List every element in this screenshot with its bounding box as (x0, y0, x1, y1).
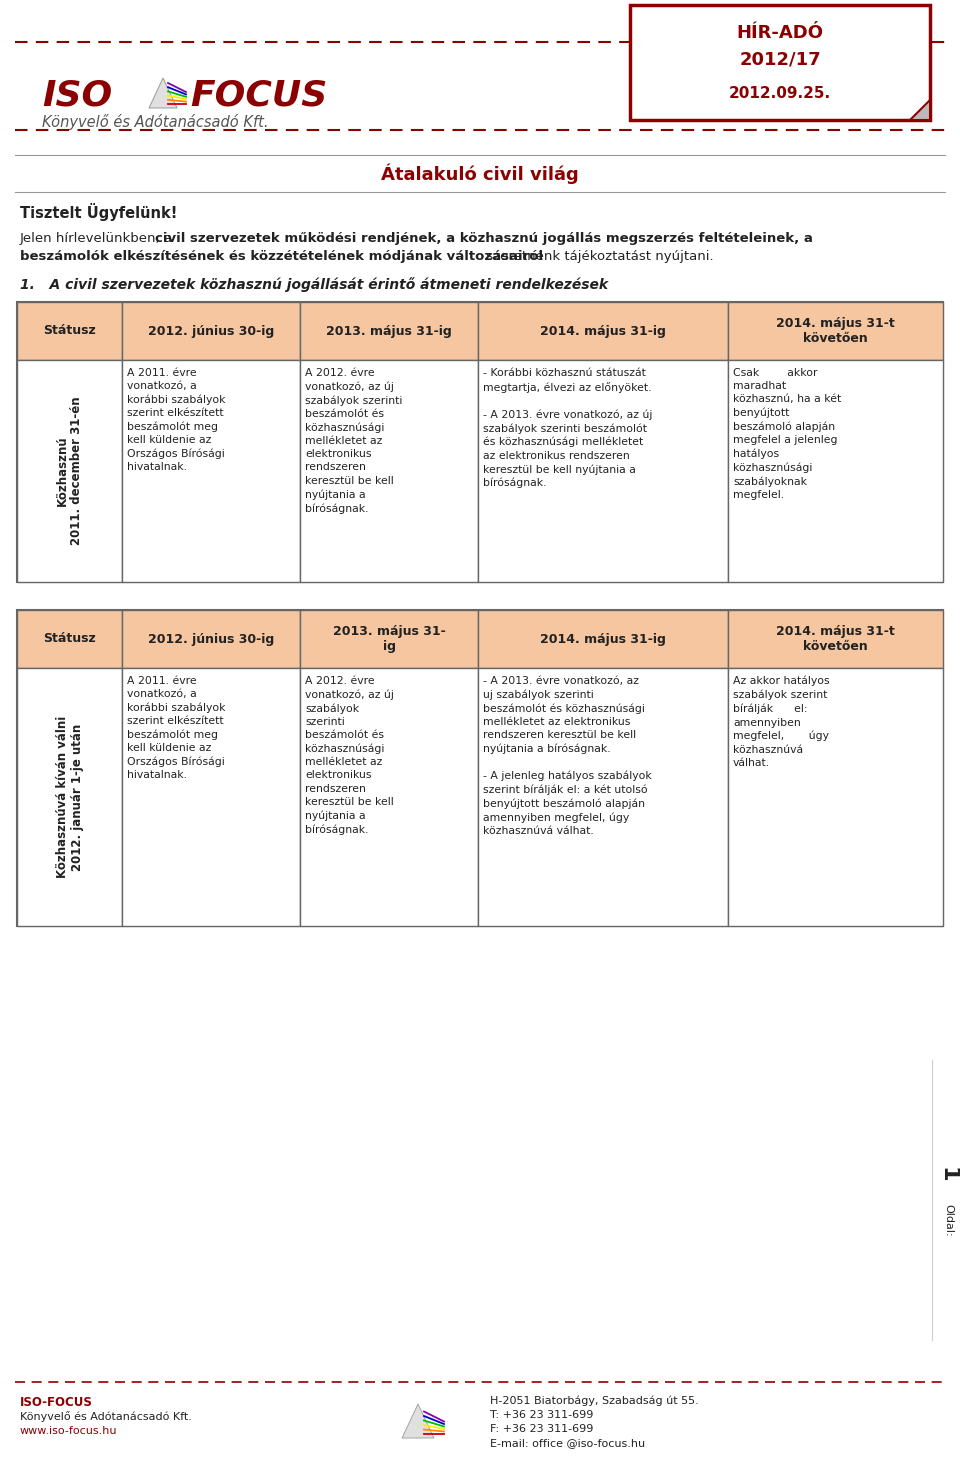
FancyBboxPatch shape (728, 610, 943, 669)
Text: 2012/17: 2012/17 (739, 51, 821, 69)
FancyBboxPatch shape (478, 302, 728, 361)
Text: 2014. május 31-ig: 2014. május 31-ig (540, 324, 666, 337)
Text: - A 2013. évre vonatkozó, az
uj szabályok szerinti
beszámolót és közhasznúsági
m: - A 2013. évre vonatkozó, az uj szabályo… (483, 676, 652, 837)
FancyBboxPatch shape (300, 302, 478, 361)
Text: 1.   A civil szervezetek közhasznú jogállását érintő átmeneti rendelkezések: 1. A civil szervezetek közhasznú jogállá… (20, 277, 608, 292)
Text: A 2012. évre
vonatkozó, az új
szabályok
szerinti
beszámolót és
közhasznúsági
mel: A 2012. évre vonatkozó, az új szabályok … (305, 676, 394, 835)
Text: ISO-FOCUS: ISO-FOCUS (20, 1396, 93, 1409)
FancyBboxPatch shape (122, 302, 300, 361)
Text: F: +36 23 311-699: F: +36 23 311-699 (490, 1424, 593, 1434)
Text: - Korábbi közhasznú státuszát
megtartja, élvezi az előnyöket.

- A 2013. évre vo: - Korábbi közhasznú státuszát megtartja,… (483, 368, 653, 489)
FancyBboxPatch shape (300, 669, 478, 926)
Text: civil szervezetek működési rendjének, a közhasznú jogállás megszerzés feltételei: civil szervezetek működési rendjének, a … (155, 232, 813, 245)
Text: szeretnénk tájékoztatást nyújtani.: szeretnénk tájékoztatást nyújtani. (482, 250, 713, 263)
Text: A 2011. évre
vonatkozó, a
korábbi szabályok
szerint elkészített
beszámolót meg
k: A 2011. évre vonatkozó, a korábbi szabál… (127, 676, 226, 781)
FancyBboxPatch shape (630, 4, 930, 120)
FancyBboxPatch shape (478, 361, 728, 583)
Text: beszámolók elkészítésének és közzétételének módjának változásairól: beszámolók elkészítésének és közzétételé… (20, 250, 543, 263)
Text: Jelen hírlevelünkben, a: Jelen hírlevelünkben, a (20, 232, 178, 245)
Text: Tisztelt Ügyfelünk!: Tisztelt Ügyfelünk! (20, 203, 178, 220)
FancyBboxPatch shape (17, 610, 943, 926)
Text: 2014. május 31-t
követően: 2014. május 31-t követően (776, 317, 895, 345)
Text: Az akkor hatályos
szabályok szerint
bírálják      el:
amennyiben
megfelel,      : Az akkor hatályos szabályok szerint bírá… (733, 676, 829, 768)
FancyBboxPatch shape (728, 669, 943, 926)
FancyBboxPatch shape (122, 610, 300, 669)
FancyBboxPatch shape (17, 610, 122, 669)
FancyBboxPatch shape (17, 302, 122, 361)
FancyBboxPatch shape (728, 302, 943, 361)
FancyBboxPatch shape (478, 669, 728, 926)
FancyBboxPatch shape (728, 361, 943, 583)
FancyBboxPatch shape (17, 302, 943, 583)
Text: 1: 1 (938, 1167, 958, 1183)
Text: 2012. június 30-ig: 2012. június 30-ig (148, 324, 275, 337)
Text: 2013. május 31-ig: 2013. május 31-ig (326, 324, 452, 337)
FancyBboxPatch shape (300, 610, 478, 669)
Text: Könyvelő és Adótanácsadó Kft.: Könyvelő és Adótanácsadó Kft. (20, 1410, 192, 1422)
Text: ISO: ISO (42, 77, 112, 112)
Text: A 2011. évre
vonatkozó, a
korábbi szabályok
szerint elkészített
beszámolót meg
k: A 2011. évre vonatkozó, a korábbi szabál… (127, 368, 226, 473)
Text: Könyvelő és Adótanácsadó Kft.: Könyvelő és Adótanácsadó Kft. (42, 114, 269, 130)
FancyBboxPatch shape (17, 669, 122, 926)
Text: Oldal:: Oldal: (943, 1203, 953, 1237)
FancyBboxPatch shape (478, 610, 728, 669)
Text: Csak        akkor
maradhat
közhasznú, ha a két
benyújtott
beszámoló alapján
megf: Csak akkor maradhat közhasznú, ha a két … (733, 368, 841, 501)
Text: 2013. május 31-
ig: 2013. május 31- ig (332, 625, 445, 653)
Text: Státusz: Státusz (43, 324, 96, 337)
Text: FOCUS: FOCUS (190, 77, 327, 112)
Text: T: +36 23 311-699: T: +36 23 311-699 (490, 1410, 593, 1421)
Polygon shape (402, 1405, 434, 1438)
Text: Státusz: Státusz (43, 632, 96, 645)
Text: Átalakuló civil világ: Átalakuló civil világ (381, 164, 579, 184)
Polygon shape (910, 99, 930, 120)
Text: Közhasznúvá kíván válni
2012. január 1-je után: Közhasznúvá kíván válni 2012. január 1-j… (56, 715, 84, 877)
Text: E-mail: office @iso-focus.hu: E-mail: office @iso-focus.hu (490, 1438, 645, 1448)
Text: Közhasznú
2011. december 31-én: Közhasznú 2011. december 31-én (56, 397, 84, 546)
Text: 2014. május 31-ig: 2014. május 31-ig (540, 632, 666, 645)
FancyBboxPatch shape (300, 361, 478, 583)
Text: A 2012. évre
vonatkozó, az új
szabályok szerinti
beszámolót és
közhasznúsági
mel: A 2012. évre vonatkozó, az új szabályok … (305, 368, 402, 514)
Text: HÍR-ADÓ: HÍR-ADÓ (736, 23, 824, 42)
Text: H-2051 Biatorbágy, Szabadság út 55.: H-2051 Biatorbágy, Szabadság út 55. (490, 1396, 699, 1406)
FancyBboxPatch shape (17, 361, 122, 583)
FancyBboxPatch shape (122, 669, 300, 926)
FancyBboxPatch shape (122, 361, 300, 583)
Text: 2012.09.25.: 2012.09.25. (729, 86, 831, 101)
Text: www.iso-focus.hu: www.iso-focus.hu (20, 1426, 117, 1437)
Text: 2012. június 30-ig: 2012. június 30-ig (148, 632, 275, 645)
Text: 2014. május 31-t
követően: 2014. május 31-t követően (776, 625, 895, 653)
Polygon shape (149, 77, 177, 108)
